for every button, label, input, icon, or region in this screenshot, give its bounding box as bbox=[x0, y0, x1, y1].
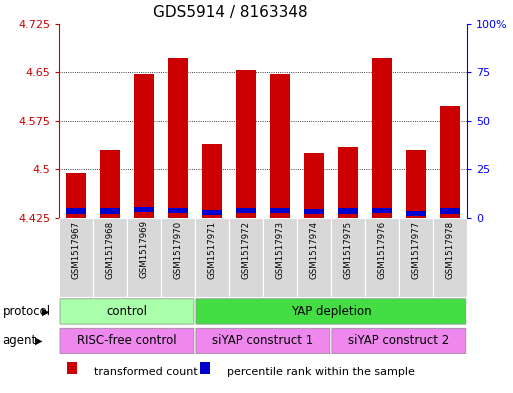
Text: GSM1517978: GSM1517978 bbox=[445, 220, 455, 279]
Text: GSM1517968: GSM1517968 bbox=[106, 220, 114, 279]
Text: GSM1517970: GSM1517970 bbox=[173, 220, 183, 279]
Bar bbox=[202, 143, 222, 218]
Text: GSM1517967: GSM1517967 bbox=[71, 220, 81, 279]
Bar bbox=[270, 73, 290, 218]
Text: ▶: ▶ bbox=[42, 307, 50, 316]
Text: transformed count: transformed count bbox=[94, 367, 198, 377]
Text: YAP depletion: YAP depletion bbox=[290, 305, 371, 318]
Text: GSM1517976: GSM1517976 bbox=[378, 220, 386, 279]
Text: GSM1517972: GSM1517972 bbox=[242, 220, 250, 279]
Bar bbox=[297, 218, 331, 297]
Bar bbox=[304, 209, 324, 214]
Bar bbox=[100, 150, 120, 218]
Bar bbox=[235, 208, 256, 213]
Bar bbox=[67, 362, 77, 374]
Bar bbox=[371, 208, 392, 213]
Bar bbox=[134, 207, 154, 212]
Bar bbox=[229, 218, 263, 297]
Bar bbox=[168, 58, 188, 218]
Bar bbox=[304, 153, 324, 218]
Bar bbox=[263, 218, 297, 297]
Text: GSM1517969: GSM1517969 bbox=[140, 220, 148, 279]
Text: GSM1517977: GSM1517977 bbox=[411, 220, 420, 279]
Bar bbox=[270, 208, 290, 213]
Bar bbox=[399, 218, 433, 297]
Bar bbox=[66, 208, 86, 213]
Text: GSM1517974: GSM1517974 bbox=[309, 220, 319, 279]
Bar bbox=[440, 106, 460, 218]
Bar bbox=[338, 208, 358, 213]
Bar bbox=[66, 173, 86, 218]
FancyBboxPatch shape bbox=[196, 299, 466, 324]
Text: RISC-free control: RISC-free control bbox=[77, 334, 177, 347]
Text: protocol: protocol bbox=[3, 305, 51, 318]
Bar bbox=[406, 211, 426, 216]
Bar bbox=[195, 218, 229, 297]
Text: control: control bbox=[107, 305, 147, 318]
Bar bbox=[161, 218, 195, 297]
FancyBboxPatch shape bbox=[60, 328, 194, 354]
FancyBboxPatch shape bbox=[60, 299, 194, 324]
Bar bbox=[134, 73, 154, 218]
Bar bbox=[338, 147, 358, 218]
FancyBboxPatch shape bbox=[332, 328, 466, 354]
Bar bbox=[202, 210, 222, 215]
Bar bbox=[200, 362, 210, 374]
Bar bbox=[365, 218, 399, 297]
Bar bbox=[59, 218, 93, 297]
Bar bbox=[127, 218, 161, 297]
Text: percentile rank within the sample: percentile rank within the sample bbox=[227, 367, 415, 377]
Bar bbox=[440, 208, 460, 213]
Text: GSM1517971: GSM1517971 bbox=[207, 220, 216, 279]
Bar bbox=[371, 58, 392, 218]
Text: GSM1517975: GSM1517975 bbox=[343, 220, 352, 279]
Bar bbox=[168, 208, 188, 213]
Text: ▶: ▶ bbox=[35, 336, 43, 346]
Text: siYAP construct 2: siYAP construct 2 bbox=[348, 334, 449, 347]
Text: GSM1517973: GSM1517973 bbox=[275, 220, 284, 279]
Bar bbox=[331, 218, 365, 297]
Text: agent: agent bbox=[3, 334, 37, 347]
Bar bbox=[100, 208, 120, 213]
Bar bbox=[93, 218, 127, 297]
Text: siYAP construct 1: siYAP construct 1 bbox=[212, 334, 313, 347]
Bar bbox=[235, 70, 256, 218]
Bar bbox=[406, 150, 426, 218]
Title: GDS5914 / 8163348: GDS5914 / 8163348 bbox=[153, 5, 308, 20]
Bar bbox=[433, 218, 467, 297]
FancyBboxPatch shape bbox=[196, 328, 330, 354]
